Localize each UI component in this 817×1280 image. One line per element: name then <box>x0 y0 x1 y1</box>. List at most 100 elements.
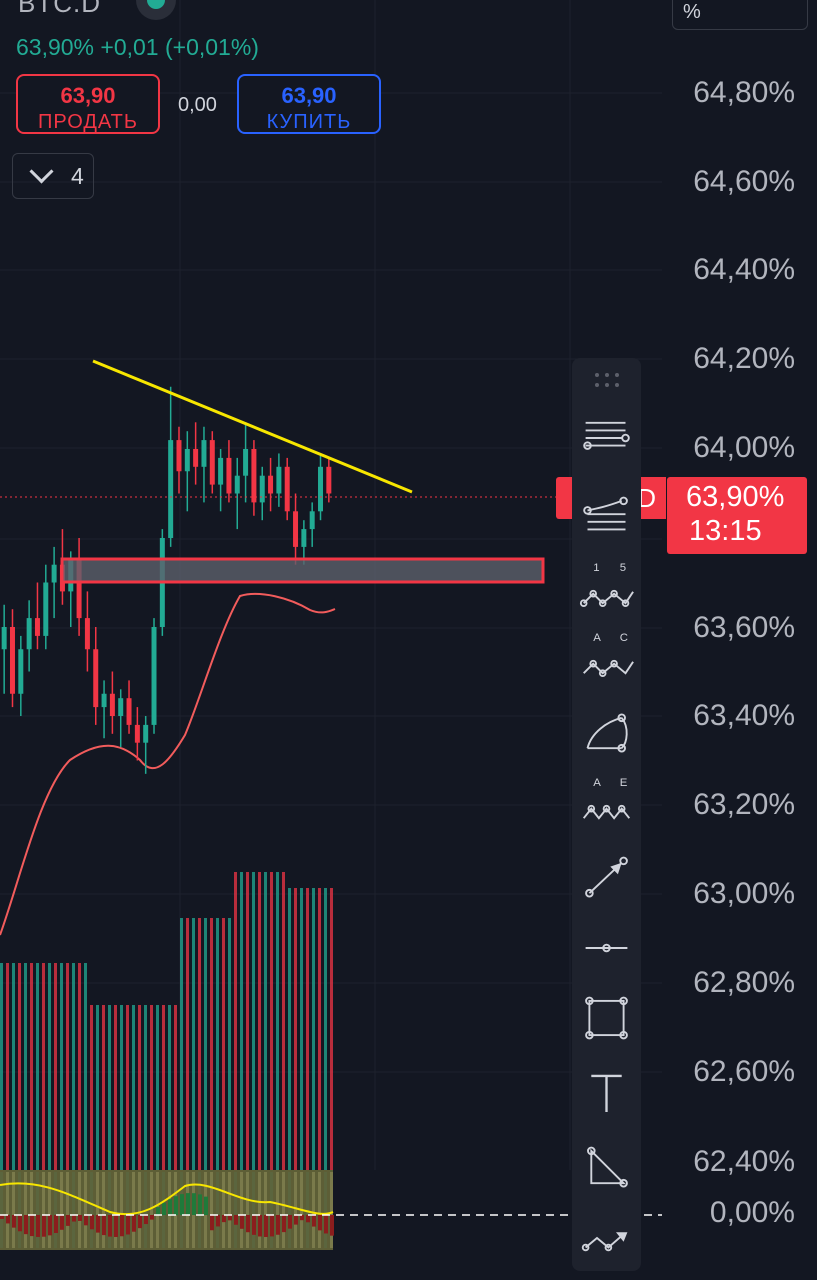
price-axis-label: 64,40% <box>693 253 795 286</box>
histogram-bar <box>42 1215 46 1237</box>
indicator-bar <box>324 1172 327 1248</box>
volume-bar <box>30 963 33 1170</box>
rectangle-icon <box>585 996 628 1040</box>
scale-mode-label: % <box>683 1 701 23</box>
candle-body <box>259 475 265 503</box>
histogram-bar <box>216 1215 220 1227</box>
volume-bar <box>60 963 63 1170</box>
indicator-bar <box>90 1172 93 1248</box>
candle-body <box>293 511 299 547</box>
volume-bar <box>54 963 57 1170</box>
indicator-bar <box>312 1172 315 1248</box>
indicator-bar <box>60 1172 63 1248</box>
candle-body <box>234 475 240 494</box>
volume-bar <box>264 872 267 1170</box>
indicator-bar <box>30 1172 33 1248</box>
indicator-bar <box>6 1172 9 1248</box>
rectangle-tool[interactable] <box>578 988 635 1048</box>
histogram-bar <box>282 1215 286 1233</box>
price-axis-label: 62,60% <box>693 1055 795 1088</box>
candle-body <box>176 440 182 472</box>
indicator-bar <box>288 1172 291 1248</box>
candle-body <box>118 698 124 716</box>
indicator-bar <box>282 1172 285 1248</box>
candle-body <box>109 693 115 716</box>
histogram-bar <box>174 1196 178 1215</box>
support-zone <box>60 557 545 584</box>
fib-retracement-tool[interactable] <box>578 408 635 468</box>
drag-handle-icon[interactable] <box>592 370 622 390</box>
text-tool[interactable] <box>578 1063 635 1123</box>
indicator-bar <box>216 1172 219 1248</box>
volume-bar <box>102 1005 105 1170</box>
candle-body <box>268 475 274 494</box>
histogram-bar <box>234 1215 238 1225</box>
histogram-bar <box>144 1215 148 1225</box>
indicators-collapse-button[interactable]: 4 <box>12 153 94 199</box>
histogram-bar <box>132 1215 136 1232</box>
tool-label: A <box>593 777 601 789</box>
histogram-bar <box>192 1193 196 1215</box>
path-tool[interactable] <box>578 1208 635 1268</box>
histogram-bar <box>162 1202 166 1215</box>
market-status-icon <box>136 0 176 20</box>
volume-bar <box>150 1005 153 1170</box>
indicator-bar <box>72 1172 75 1248</box>
tool-label: E <box>620 777 628 789</box>
scale-mode-button[interactable]: % <box>672 0 808 30</box>
histogram-bar <box>90 1215 94 1230</box>
volume-bar <box>204 918 207 1170</box>
buy-button[interactable]: 63,90 КУПИТЬ <box>237 74 381 134</box>
volume-bar <box>234 872 237 1170</box>
indicator-bar <box>66 1172 69 1248</box>
price-axis-label: 63,20% <box>693 788 795 821</box>
indicator-bar <box>126 1172 129 1248</box>
indicator-bar <box>54 1172 57 1248</box>
volume-bar <box>222 918 225 1170</box>
horizontal-ray-tool[interactable] <box>578 918 635 978</box>
histogram-bar <box>12 1215 16 1228</box>
fib-fan-tool[interactable] <box>578 488 635 548</box>
volume-bar <box>210 918 213 1170</box>
candle-body <box>26 618 32 650</box>
spread-value: 0,00 <box>178 94 217 116</box>
volume-bar <box>156 1005 159 1170</box>
current-price: 63,90% <box>686 481 785 513</box>
triangle-tool[interactable] <box>578 1138 635 1198</box>
histogram-bar <box>228 1215 232 1221</box>
volume-bar <box>126 1005 129 1170</box>
volume-bar <box>0 963 3 1170</box>
volume-bar <box>186 918 189 1170</box>
arrow-tool[interactable] <box>578 848 635 908</box>
histogram-bar <box>312 1215 316 1227</box>
volume-bar <box>120 1005 123 1170</box>
volume-bar <box>228 918 231 1170</box>
symbol-name[interactable]: BTC.D <box>18 0 101 18</box>
tool-label: A <box>593 632 601 644</box>
histogram-bar <box>126 1215 130 1235</box>
sell-price: 63,90 <box>60 83 116 108</box>
arc-tool[interactable] <box>578 703 635 763</box>
volume-bar <box>174 1005 177 1170</box>
candle-body <box>201 440 207 467</box>
chevron-down-icon <box>29 159 54 184</box>
histogram-bar <box>222 1215 226 1223</box>
histogram-bar <box>258 1215 262 1237</box>
volume-bar <box>258 872 261 1170</box>
sell-button[interactable]: 63,90 ПРОДАТЬ <box>16 74 160 134</box>
indicator-bar <box>108 1172 111 1248</box>
candle-body <box>101 693 107 708</box>
candle-body <box>9 627 15 694</box>
indicator-bar <box>258 1172 261 1248</box>
indicator-bar <box>78 1172 81 1248</box>
histogram-bar <box>318 1215 322 1231</box>
candle-body <box>218 457 224 485</box>
volume-bar <box>306 888 309 1170</box>
indicator-bar <box>252 1172 255 1248</box>
price-axis-label: 62,80% <box>693 966 795 999</box>
indicator-bar <box>294 1172 297 1248</box>
